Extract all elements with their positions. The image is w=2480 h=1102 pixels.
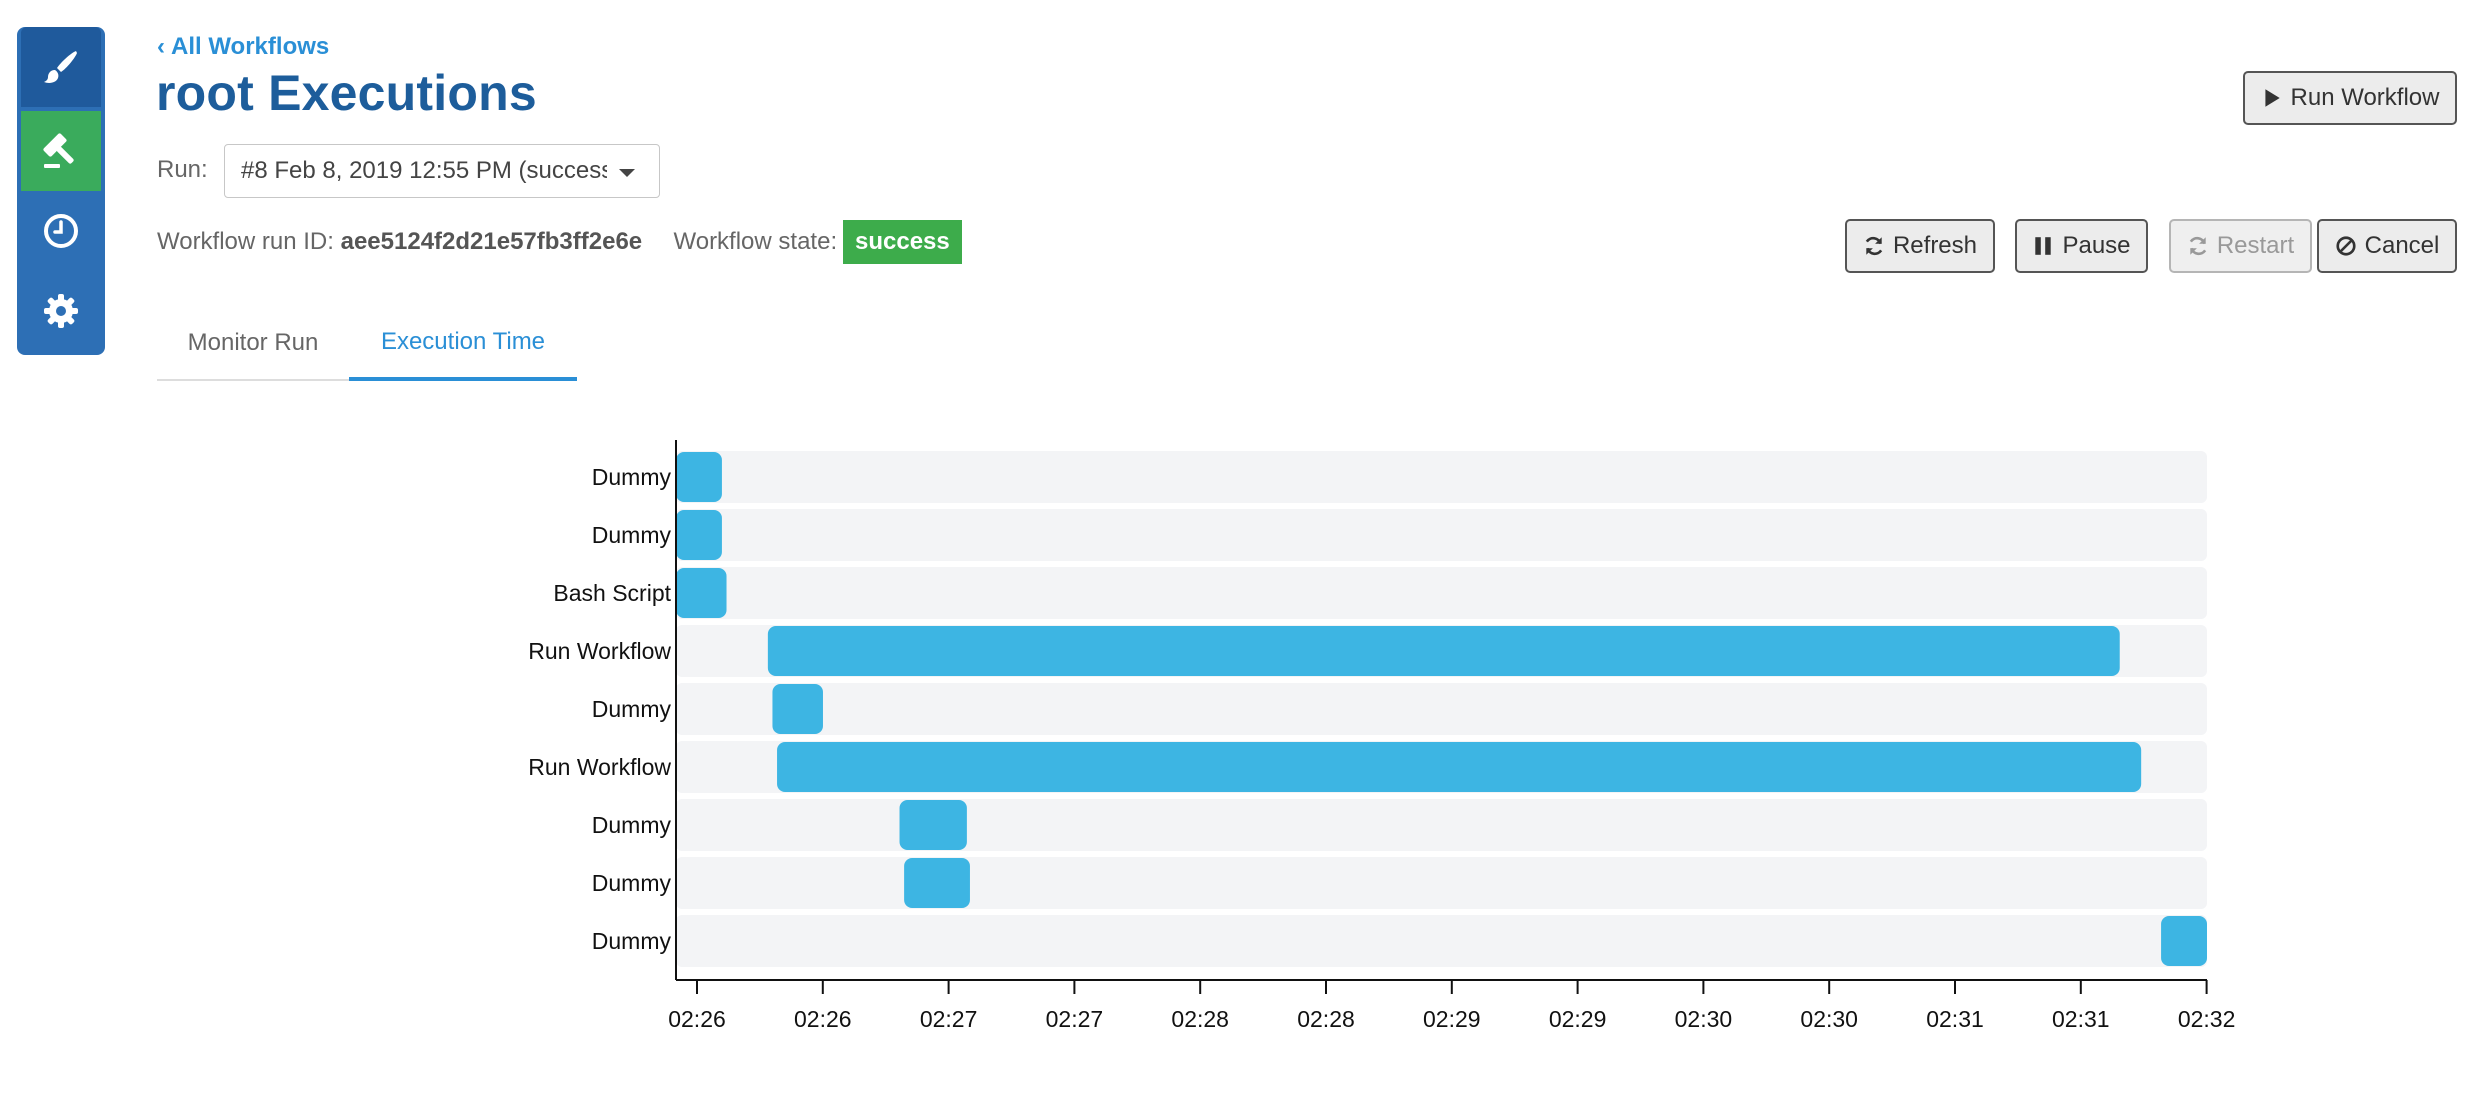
gantt-bar[interactable] xyxy=(767,626,2120,676)
x-tick-label: 02:28 xyxy=(1297,1006,1355,1032)
x-tick-label: 02:31 xyxy=(1926,1006,1984,1032)
row-label: Run Workflow xyxy=(528,638,671,664)
chevron-left-icon: ‹ xyxy=(157,33,165,60)
gavel-icon xyxy=(43,133,74,168)
row-label: Dummy xyxy=(592,928,672,954)
pause-icon xyxy=(2035,237,2052,255)
run-workflow-button[interactable]: Run Workflow xyxy=(2243,71,2457,125)
run-workflow-label: Run Workflow xyxy=(2290,84,2440,111)
caret-down-icon xyxy=(619,169,635,177)
sidebar-item-executions[interactable] xyxy=(21,111,101,191)
x-tick-label: 02:27 xyxy=(920,1006,978,1032)
gantt-bar[interactable] xyxy=(676,568,727,618)
sidebar xyxy=(17,27,105,355)
x-tick-label: 02:27 xyxy=(1046,1006,1104,1032)
x-tick-label: 02:28 xyxy=(1171,1006,1229,1032)
restart-label: Restart xyxy=(2216,232,2295,259)
sidebar-item-editor[interactable] xyxy=(21,27,101,107)
ban-icon xyxy=(2336,236,2356,256)
row-label: Dummy xyxy=(592,870,672,896)
tab-monitor-run[interactable]: Monitor Run xyxy=(187,328,319,356)
paintbrush-icon xyxy=(44,51,77,83)
refresh-label: Refresh xyxy=(1892,232,1978,259)
gantt-bar[interactable] xyxy=(904,858,970,908)
x-tick-label: 02:29 xyxy=(1549,1006,1607,1032)
row-label: Run Workflow xyxy=(528,754,671,780)
row-label: Bash Script xyxy=(553,580,671,606)
row-track xyxy=(676,799,2207,851)
row-track xyxy=(676,509,2207,561)
row-label: Dummy xyxy=(592,464,672,490)
cancel-button[interactable]: Cancel xyxy=(2317,219,2457,273)
all-workflows-link[interactable]: ‹ All Workflows xyxy=(157,33,329,61)
run-label: Run: xyxy=(157,156,208,183)
run-select[interactable]: #8 Feb 8, 2019 12:55 PM (success) xyxy=(224,144,660,198)
row-track xyxy=(676,915,2207,967)
play-icon xyxy=(2264,89,2280,107)
gear-icon xyxy=(44,294,78,328)
row-track xyxy=(676,683,2207,735)
status-badge: success xyxy=(843,220,962,264)
gantt-bar[interactable] xyxy=(777,742,2142,792)
row-label: Dummy xyxy=(592,522,672,548)
clock-icon xyxy=(44,214,78,248)
x-tick-label: 02:29 xyxy=(1423,1006,1481,1032)
pause-label: Pause xyxy=(2062,232,2131,259)
x-tick-label: 02:30 xyxy=(1675,1006,1733,1032)
state-label: Workflow state: xyxy=(673,228,838,255)
gantt-bar[interactable] xyxy=(772,684,823,734)
sidebar-item-schedules[interactable] xyxy=(21,191,101,271)
x-tick-label: 02:26 xyxy=(794,1006,852,1032)
tab-bar: Monitor Run Execution Time xyxy=(157,306,577,381)
page-title: root Executions xyxy=(156,65,537,121)
row-label: Dummy xyxy=(592,696,672,722)
gantt-bar[interactable] xyxy=(676,510,722,560)
sidebar-item-settings[interactable] xyxy=(21,271,101,351)
x-tick-label: 02:26 xyxy=(668,1006,726,1032)
row-track xyxy=(676,451,2207,503)
tab-execution-time[interactable]: Execution Time xyxy=(349,306,577,381)
row-label: Dummy xyxy=(592,812,672,838)
workflow-meta: Workflow run ID: aee5124f2d21e57fb3ff2e6… xyxy=(157,228,837,256)
x-tick-label: 02:30 xyxy=(1800,1006,1858,1032)
run-select-value: #8 Feb 8, 2019 12:55 PM (success) xyxy=(241,157,607,184)
restart-button[interactable]: Restart xyxy=(2169,219,2312,273)
refresh-icon xyxy=(1865,236,1883,256)
row-track xyxy=(676,857,2207,909)
gantt-bar[interactable] xyxy=(676,452,722,502)
run-id-value: aee5124f2d21e57fb3ff2e6e xyxy=(340,228,643,255)
x-tick-label: 02:31 xyxy=(2052,1006,2110,1032)
cancel-label: Cancel xyxy=(2364,232,2440,259)
run-id-label: Workflow run ID: xyxy=(157,228,334,255)
refresh-button[interactable]: Refresh xyxy=(1845,219,1995,273)
x-tick-label: 02:32 xyxy=(2178,1006,2236,1032)
gantt-bar[interactable] xyxy=(2161,916,2207,966)
pause-button[interactable]: Pause xyxy=(2015,219,2148,273)
row-track xyxy=(676,567,2207,619)
gantt-bar[interactable] xyxy=(899,800,967,850)
all-workflows-label: All Workflows xyxy=(171,33,330,60)
refresh-icon xyxy=(2189,236,2207,256)
